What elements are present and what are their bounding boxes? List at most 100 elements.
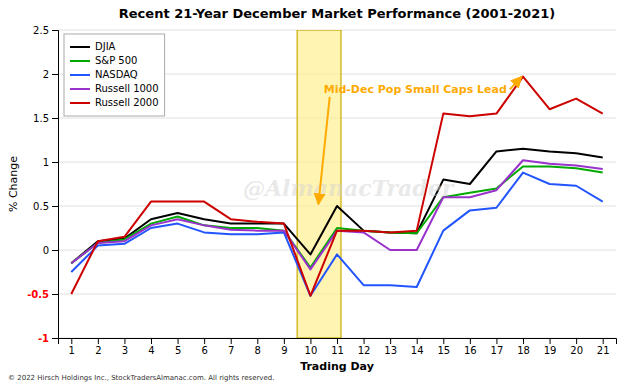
- x-tick: 9: [281, 338, 287, 356]
- x-tick: 3: [122, 338, 128, 356]
- y-tick-label: 0: [43, 245, 49, 256]
- x-tick: 12: [358, 338, 371, 356]
- legend-swatch: [70, 102, 90, 104]
- x-tick-mark: [310, 338, 311, 344]
- annotation-arrow: [510, 77, 522, 90]
- y-tick-label: 2: [43, 69, 49, 80]
- x-tick-mark: [576, 338, 577, 344]
- y-tick-mark: [52, 338, 58, 339]
- legend-label: Russell 1000: [95, 83, 159, 94]
- series-line: [71, 160, 602, 269]
- y-axis-title: % Change: [7, 156, 20, 212]
- x-tick-mark: [204, 338, 205, 344]
- x-tick-label: 14: [411, 345, 424, 356]
- footnote: © 2022 Hirsch Holdings Inc., StockTrader…: [8, 374, 274, 382]
- x-tick: 10: [305, 338, 318, 356]
- x-tick-mark: [417, 338, 418, 344]
- x-tick-mark: [364, 338, 365, 344]
- y-tick: 2.5: [33, 25, 58, 36]
- x-axis: 123456789101112131415161718192021: [59, 338, 617, 356]
- x-tick: 19: [544, 338, 557, 356]
- x-axis-line: [59, 339, 617, 345]
- y-tick: -1: [38, 333, 58, 344]
- x-tick-mark: [178, 338, 179, 344]
- x-tick-mark: [603, 338, 604, 344]
- x-tick-label: 9: [281, 345, 287, 356]
- x-tick-label: 15: [437, 345, 450, 356]
- series-line: [71, 173, 602, 296]
- legend-label: Russell 2000: [95, 97, 159, 108]
- x-tick: 7: [228, 338, 234, 356]
- x-tick-label: 13: [384, 345, 397, 356]
- y-tick: -0.5: [27, 289, 58, 300]
- x-tick: 5: [175, 338, 181, 356]
- x-tick: 21: [597, 338, 610, 356]
- x-tick-mark: [284, 338, 285, 344]
- y-tick-mark: [52, 74, 58, 75]
- y-tick-mark: [52, 250, 58, 251]
- series-line: [71, 166, 602, 267]
- x-tick-label: 10: [305, 345, 318, 356]
- x-tick: 20: [570, 338, 583, 356]
- legend: DJIAS&P 500NASDAQRussell 1000Russell 200…: [64, 34, 165, 116]
- x-tick-mark: [337, 338, 338, 344]
- y-axis: -1 -0.5 0 0.5 1 1.5 2 2.5: [27, 25, 58, 344]
- x-tick-label: 19: [544, 345, 557, 356]
- x-tick: 11: [331, 338, 344, 356]
- x-tick-mark: [151, 338, 152, 344]
- x-tick-label: 16: [464, 345, 477, 356]
- watermark: @AlmanacTrader: [243, 175, 455, 201]
- legend-swatch: [70, 60, 90, 62]
- x-tick: 18: [517, 338, 530, 356]
- legend-swatch: [70, 74, 90, 76]
- x-tick-label: 20: [570, 345, 583, 356]
- x-tick-label: 12: [358, 345, 371, 356]
- y-tick-label: 1: [43, 157, 49, 168]
- x-tick: 4: [148, 338, 154, 356]
- x-tick-label: 1: [69, 345, 75, 356]
- x-tick-mark: [550, 338, 551, 344]
- y-tick-label: -0.5: [27, 289, 49, 300]
- x-tick-mark: [257, 338, 258, 344]
- y-tick: 1: [43, 157, 58, 168]
- x-tick-label: 18: [517, 345, 530, 356]
- y-tick-label: 1.5: [33, 113, 49, 124]
- x-tick-label: 6: [201, 345, 207, 356]
- x-tick: 2: [95, 338, 101, 356]
- legend-label: S&P 500: [95, 55, 137, 66]
- x-tick-mark: [496, 338, 497, 344]
- x-tick-mark: [231, 338, 232, 344]
- x-tick-mark: [98, 338, 99, 344]
- x-tick-mark: [470, 338, 471, 344]
- x-tick-label: 17: [491, 345, 504, 356]
- x-tick-label: 5: [175, 345, 181, 356]
- x-tick-mark: [124, 338, 125, 344]
- x-axis-title: Trading Day: [300, 360, 374, 373]
- y-tick: 2: [43, 69, 58, 80]
- x-tick-mark: [71, 338, 72, 344]
- annotation-arrow: [318, 97, 329, 204]
- x-tick: 1: [69, 338, 75, 356]
- y-tick-label: 0.5: [33, 201, 49, 212]
- y-tick: 0.5: [33, 201, 58, 212]
- y-tick-mark: [52, 30, 58, 31]
- y-tick-label: 2.5: [33, 25, 49, 36]
- x-tick: 14: [411, 338, 424, 356]
- y-tick-mark: [52, 206, 58, 207]
- legend-swatch: [70, 88, 90, 90]
- chart: 123456789101112131415161718192021-1-0.50…: [0, 0, 630, 384]
- grid: [58, 30, 616, 338]
- title: Recent 21-Year December Market Performan…: [119, 6, 555, 21]
- plot: 123456789101112131415161718192021-1-0.50…: [27, 25, 616, 356]
- x-tick: 8: [255, 338, 261, 356]
- y-tick-label: -1: [38, 333, 49, 344]
- legend-box: [64, 34, 165, 116]
- y-axis-line: [52, 31, 59, 339]
- x-tick-label: 2: [95, 345, 101, 356]
- x-tick: 13: [384, 338, 397, 356]
- x-tick-mark: [523, 338, 524, 344]
- x-tick-label: 8: [255, 345, 261, 356]
- legend-label: DJIA: [95, 41, 116, 52]
- y-tick-mark: [52, 294, 58, 295]
- y-tick-mark: [52, 118, 58, 119]
